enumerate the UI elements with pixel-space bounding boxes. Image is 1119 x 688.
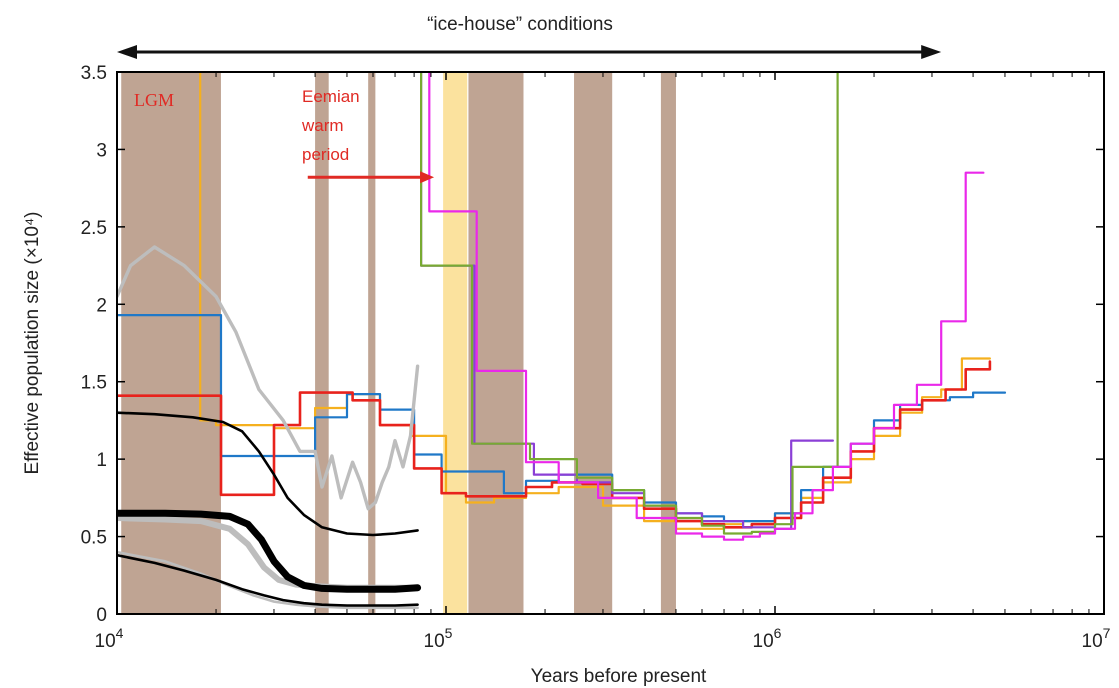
series-line-4 xyxy=(420,72,839,535)
x-tick-label-3: 107 xyxy=(1082,625,1111,652)
y-tick-label-7: 3.5 xyxy=(81,63,107,84)
series-line-6 xyxy=(117,245,420,511)
eemian-label-line-2: period xyxy=(302,145,349,164)
x-tick-label-2: 106 xyxy=(753,625,782,652)
series-line-5 xyxy=(428,72,985,541)
interglacial-band-0 xyxy=(443,72,468,614)
annotations-layer: “ice-house” conditions LGM Eemian warm perio… xyxy=(117,14,942,184)
y-tick-label-6: 3 xyxy=(96,140,107,161)
series-layer xyxy=(117,72,1007,610)
series-line-1 xyxy=(117,314,1007,523)
eemian-label-line-1: warm xyxy=(301,116,344,135)
glacial-band-4 xyxy=(574,72,613,614)
y-tick-label-4: 2 xyxy=(96,295,107,316)
x-axis-label: Years before present xyxy=(531,666,707,687)
plot-frame xyxy=(116,71,1105,615)
y-tick-label-5: 2.5 xyxy=(81,218,107,239)
lgm-label: LGM xyxy=(134,90,174,110)
series-line-8 xyxy=(117,550,419,610)
y-tick-label-1: 0.5 xyxy=(81,528,107,549)
glacial-band-5 xyxy=(660,72,676,614)
x-tick-label-0: 104 xyxy=(95,625,124,652)
series-line-11 xyxy=(117,553,419,607)
y-axis-label: Effective population size (×10⁴) xyxy=(22,212,43,475)
series-line-2 xyxy=(117,360,992,529)
y-tick-label-0: 0 xyxy=(96,605,107,626)
x-tick-label-1: 105 xyxy=(424,625,453,652)
eemian-arrow-head xyxy=(420,171,435,184)
glacial-band-0 xyxy=(121,72,221,614)
ice-house-arrow-left-head xyxy=(117,45,137,59)
eemian-label-line-0: Eemian xyxy=(302,87,360,106)
series-line-10 xyxy=(117,509,422,593)
glacial-band-2 xyxy=(368,72,376,614)
series-line-9 xyxy=(117,411,419,537)
y-tick-label-3: 1.5 xyxy=(81,373,107,394)
ice-house-arrow-right-head xyxy=(921,45,942,59)
ice-house-label: “ice-house” conditions xyxy=(427,14,613,35)
y-tick-label-2: 1 xyxy=(96,450,107,471)
